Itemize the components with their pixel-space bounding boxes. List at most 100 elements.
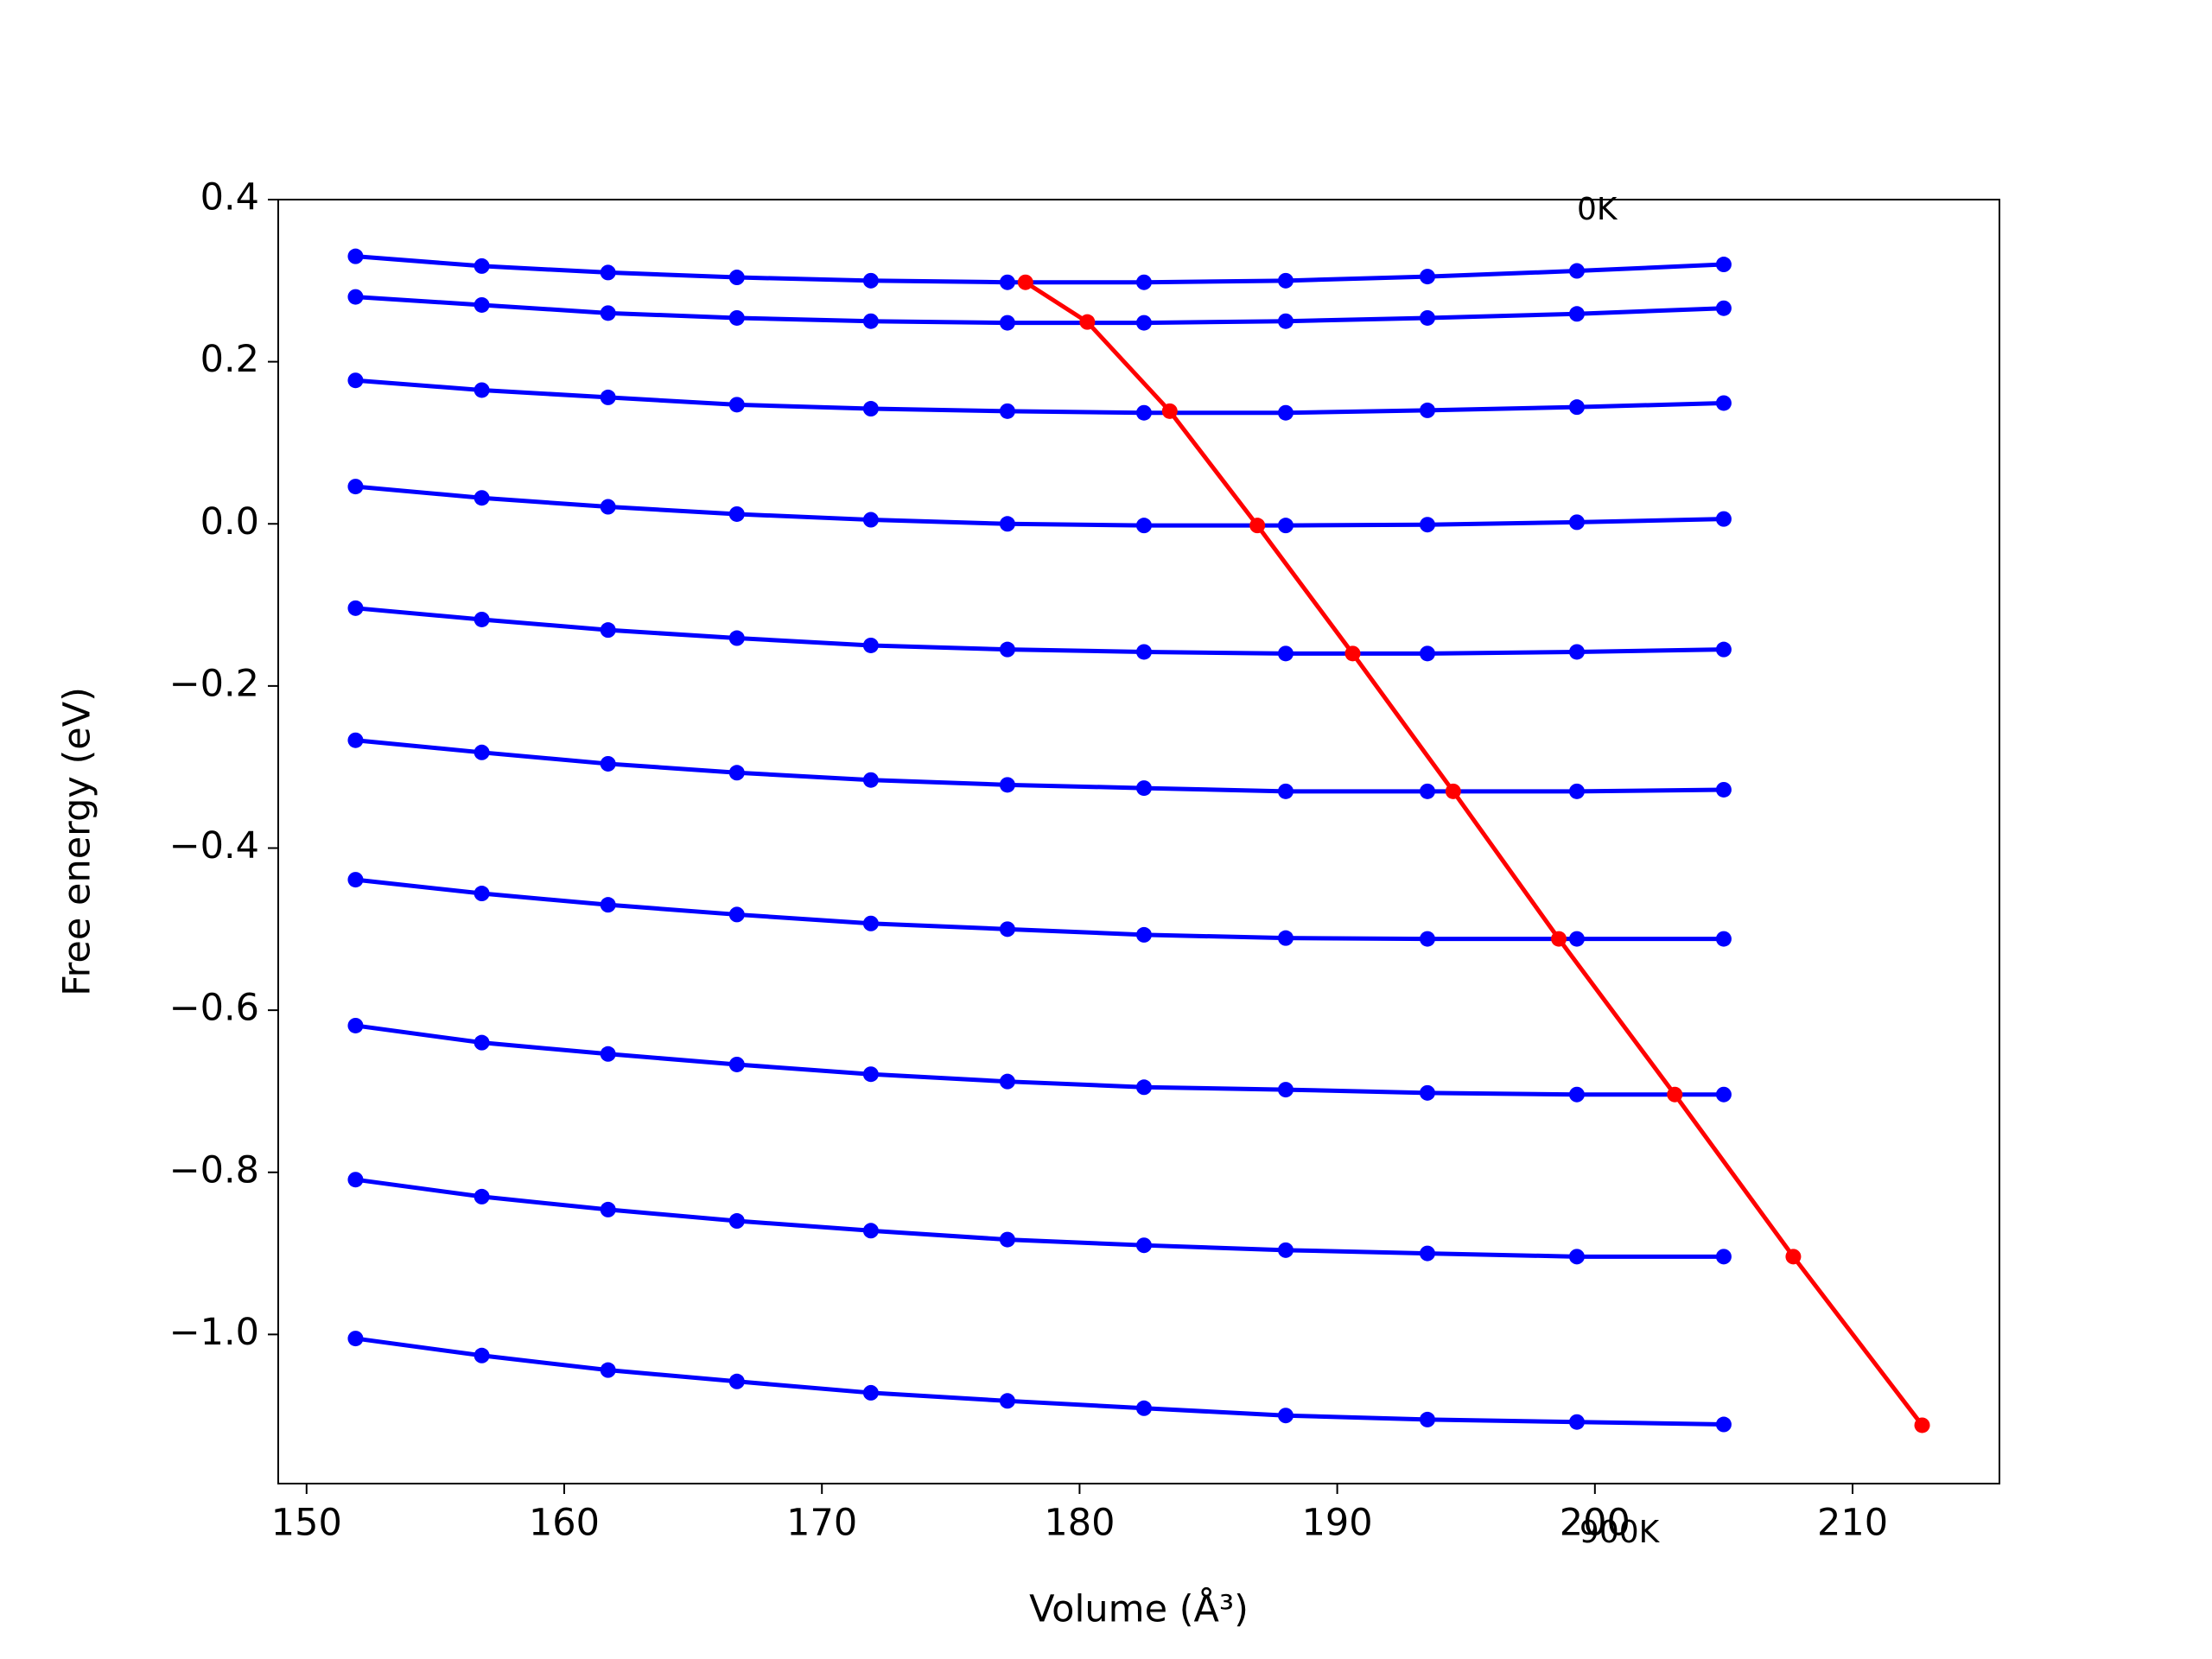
series-point <box>1277 1242 1294 1258</box>
x-tick-label: 180 <box>1044 1502 1115 1545</box>
series-point <box>347 1017 364 1033</box>
annotation: 0K <box>1577 192 1618 227</box>
series-point <box>1568 783 1585 799</box>
series-point <box>1785 1249 1802 1265</box>
series-point <box>1419 1084 1435 1101</box>
series-point <box>1419 1245 1435 1262</box>
series-point <box>1715 511 1732 527</box>
series-point <box>999 1231 1015 1248</box>
series-point <box>474 1188 490 1205</box>
y-tick-label: 0.0 <box>200 500 259 543</box>
series-point <box>1249 518 1266 534</box>
series-point <box>728 1373 745 1389</box>
series-point <box>1277 1408 1294 1424</box>
series-point <box>1568 399 1585 416</box>
y-tick-label: −0.2 <box>169 662 259 705</box>
series-point <box>1568 1086 1585 1103</box>
series-point <box>862 772 879 788</box>
y-tick-label: −1.0 <box>169 1311 259 1354</box>
series-point <box>347 248 364 264</box>
series-point <box>1135 404 1152 421</box>
series-point <box>1277 404 1294 421</box>
series-point <box>1715 1086 1732 1103</box>
series-point <box>347 600 364 616</box>
series-point <box>1135 518 1152 534</box>
series-point <box>1568 1414 1585 1430</box>
y-axis-label: Free energy (eV) <box>56 687 99 996</box>
series-point <box>1419 517 1435 533</box>
series-point <box>1914 1417 1930 1433</box>
series-point <box>999 274 1015 290</box>
series-point <box>1419 269 1435 285</box>
y-tick-label: −0.4 <box>169 824 259 868</box>
series-point <box>1419 309 1435 326</box>
series-point <box>728 397 745 413</box>
series-point <box>600 755 616 772</box>
series-point <box>1568 306 1585 322</box>
x-tick-label: 160 <box>529 1502 600 1545</box>
series-point <box>862 272 879 289</box>
x-tick-label: 150 <box>271 1502 342 1545</box>
series-point <box>728 309 745 326</box>
series-point <box>347 289 364 305</box>
series-point <box>600 389 616 405</box>
series-point <box>999 777 1015 793</box>
series-point <box>1715 781 1732 798</box>
series-point <box>347 872 364 888</box>
series-point <box>999 921 1015 938</box>
series-point <box>1419 1411 1435 1427</box>
series-point <box>600 622 616 639</box>
series-point <box>1568 514 1585 531</box>
series-point <box>1568 931 1585 947</box>
series-point <box>728 765 745 781</box>
series-point <box>1135 926 1152 943</box>
series-point <box>862 401 879 417</box>
series-point <box>1079 314 1096 330</box>
series-point <box>999 315 1015 331</box>
series-point <box>600 264 616 281</box>
x-tick-label: 200 <box>1560 1502 1630 1545</box>
series-point <box>1135 644 1152 660</box>
series-point <box>1568 1249 1585 1265</box>
series-point <box>600 897 616 913</box>
series-point <box>474 886 490 902</box>
series-point <box>474 296 490 313</box>
series-point <box>474 744 490 760</box>
series-point <box>728 906 745 923</box>
series-point <box>728 1213 745 1230</box>
series-point <box>1419 645 1435 662</box>
series-point <box>728 630 745 646</box>
series-point <box>999 641 1015 658</box>
series-point <box>862 1384 879 1401</box>
series-point <box>1017 274 1033 290</box>
series-point <box>474 1034 490 1051</box>
series-point <box>862 1223 879 1239</box>
series-point <box>862 512 879 528</box>
series-point <box>347 479 364 495</box>
series-point <box>1161 403 1178 419</box>
series-point <box>1135 1079 1152 1096</box>
series-point <box>1715 641 1732 658</box>
x-tick-label: 190 <box>1302 1502 1373 1545</box>
series-point <box>600 1362 616 1378</box>
series-point <box>1135 1237 1152 1254</box>
series-point <box>474 1347 490 1363</box>
series-point <box>1277 645 1294 662</box>
series-point <box>474 611 490 627</box>
series-point <box>1344 645 1361 662</box>
series-point <box>1135 315 1152 331</box>
series-point <box>1277 313 1294 329</box>
series-point <box>1715 395 1732 411</box>
series-point <box>474 490 490 506</box>
series-point <box>347 1172 364 1188</box>
x-tick-label: 170 <box>786 1502 857 1545</box>
series-point <box>1715 257 1732 273</box>
series-point <box>1568 644 1585 660</box>
series-point <box>1277 1082 1294 1098</box>
series-point <box>1277 272 1294 289</box>
series-point <box>1419 931 1435 947</box>
series-line <box>1024 280 1924 1427</box>
y-tick-label: −0.8 <box>169 1148 259 1192</box>
